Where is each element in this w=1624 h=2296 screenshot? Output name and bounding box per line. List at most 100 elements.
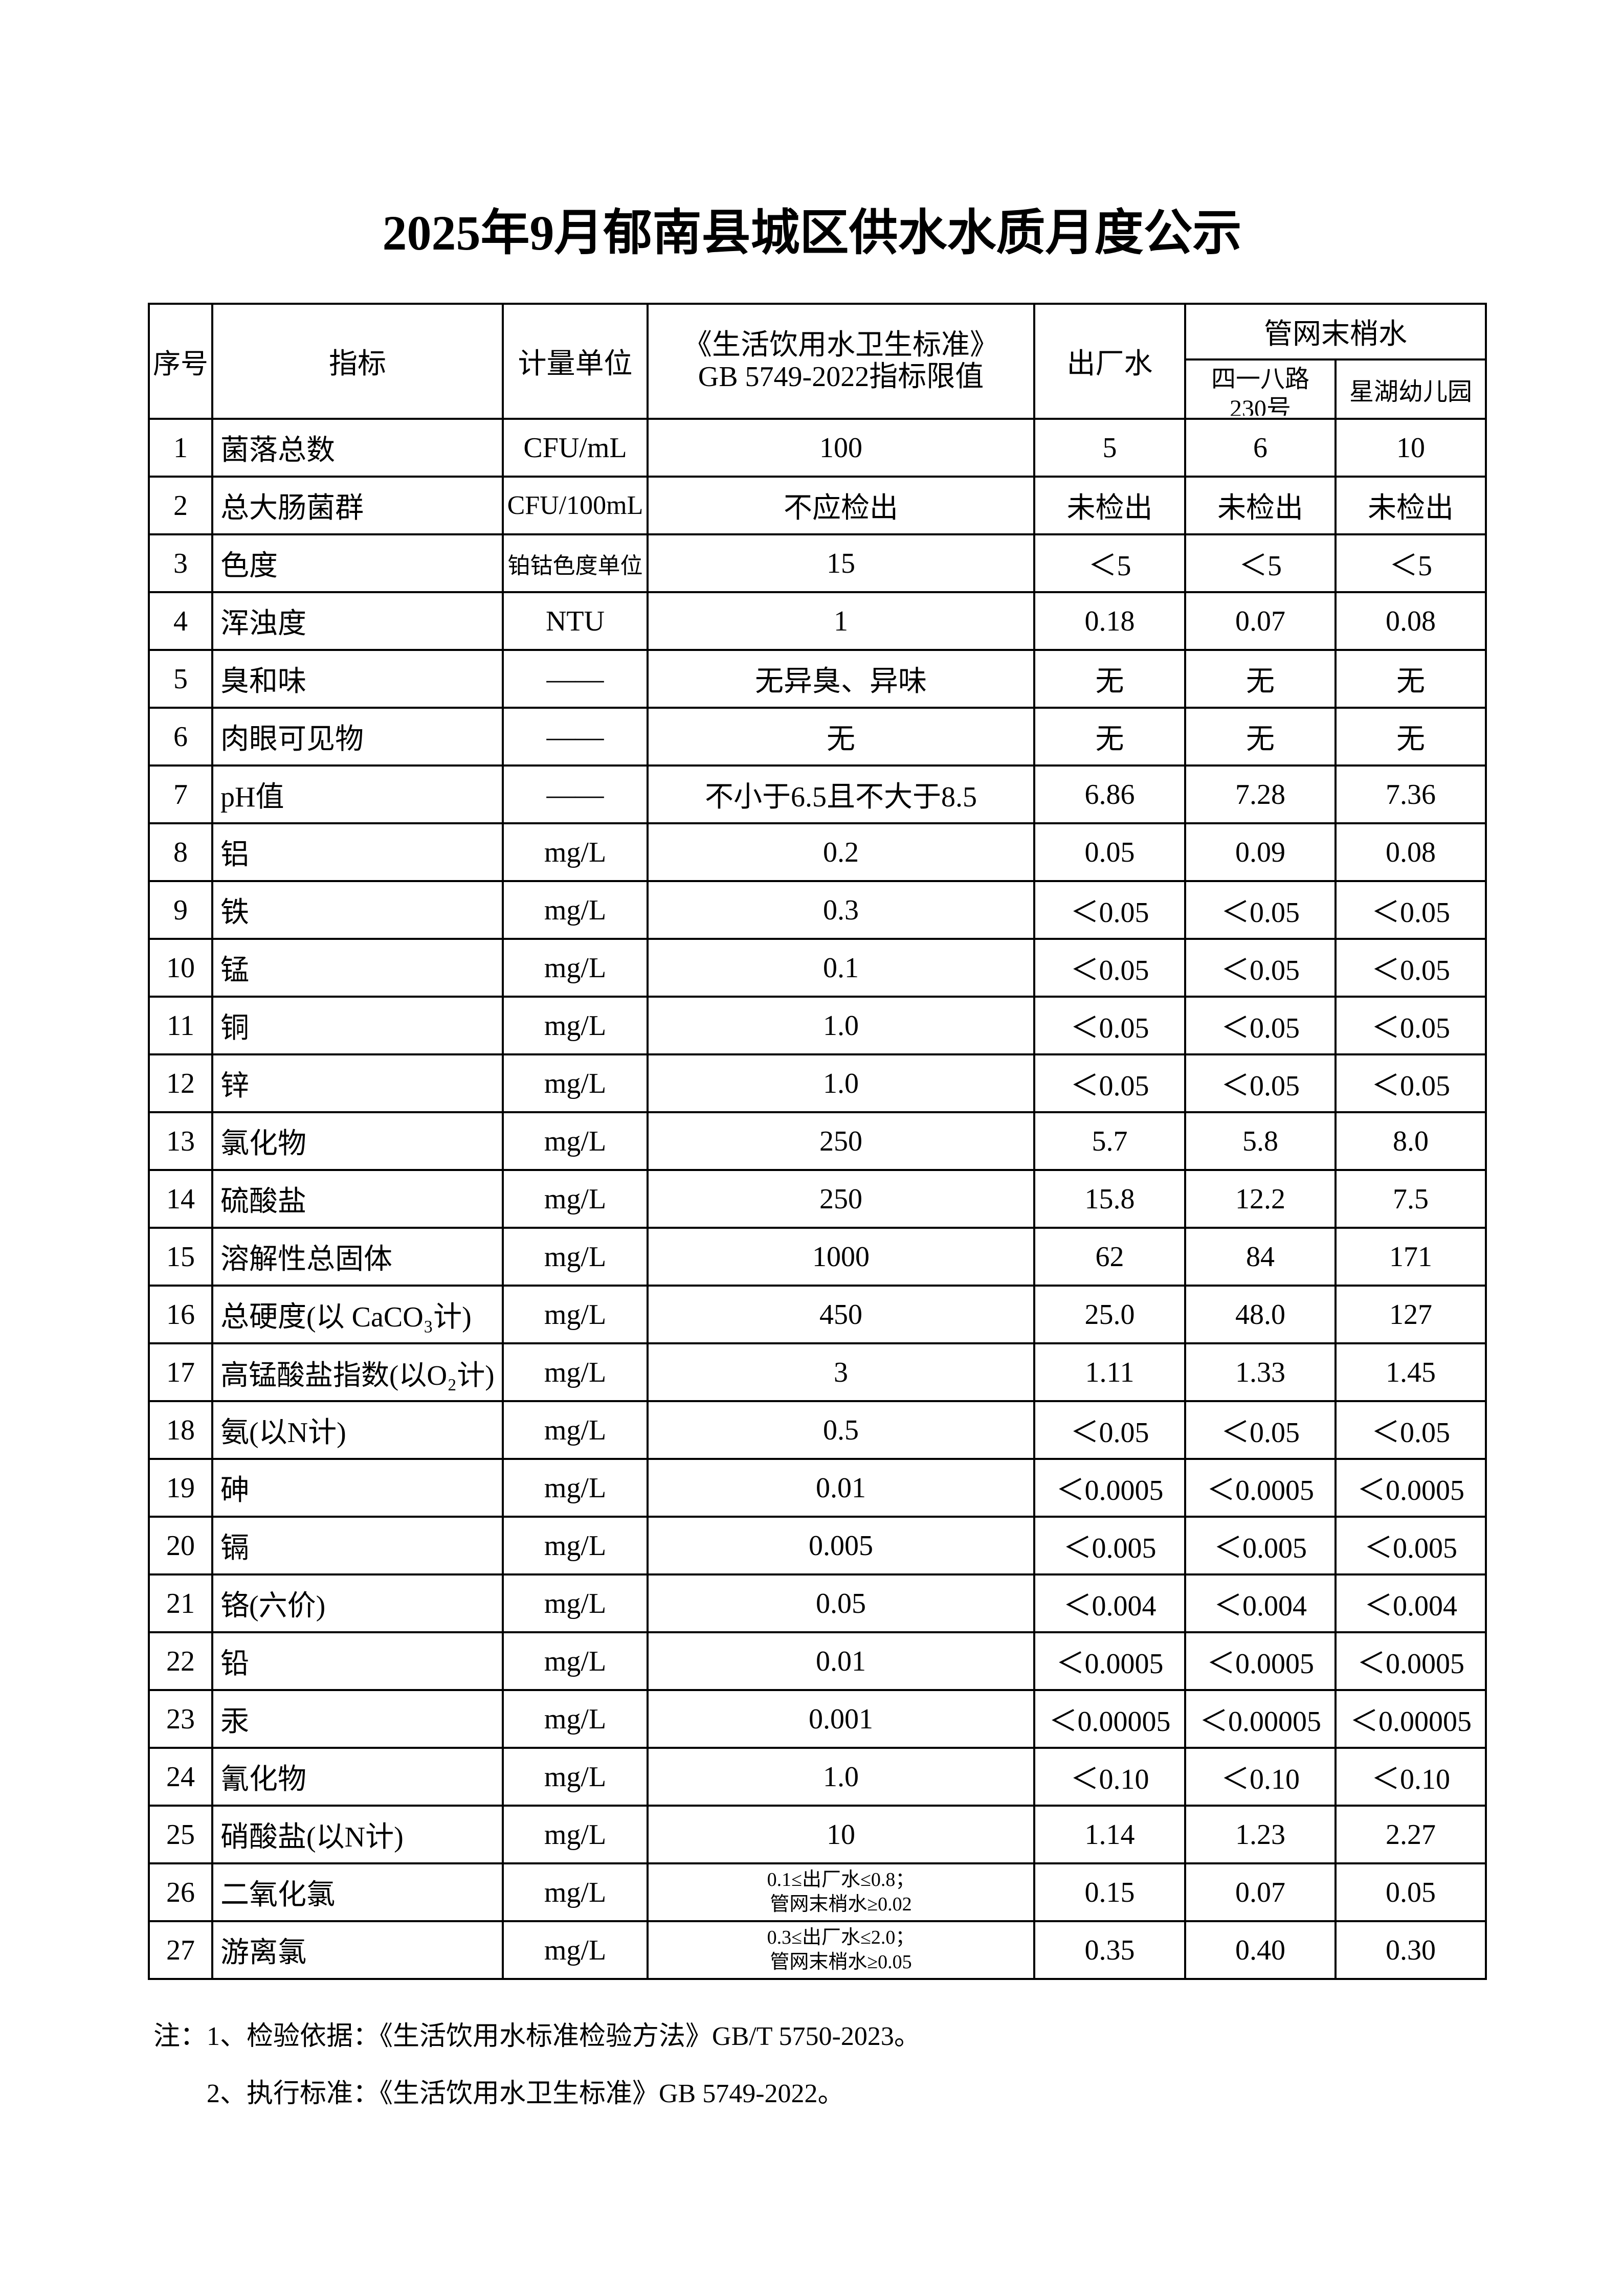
data-cell: 1 bbox=[647, 591, 1035, 651]
data-cell: 5 bbox=[1033, 418, 1186, 478]
data-cell: ＜5 bbox=[1334, 533, 1487, 593]
data-cell: 22 bbox=[148, 1631, 213, 1691]
data-cell: mg/L bbox=[502, 1920, 649, 1980]
data-cell: 未检出 bbox=[1184, 476, 1337, 535]
header-cell: 管网末梢水 bbox=[1184, 303, 1487, 361]
row-number: 4 bbox=[173, 605, 188, 637]
data-cell: 锌 bbox=[211, 1053, 504, 1113]
cell-text: 无异臭、异味 bbox=[755, 666, 927, 697]
data-cell: 171 bbox=[1334, 1227, 1487, 1287]
row-number: 7 bbox=[173, 778, 188, 811]
cell-text: 不小于6.5且不大于8.5 bbox=[705, 781, 977, 813]
row-number: 12 bbox=[166, 1067, 195, 1099]
cell-text: 171 bbox=[1389, 1241, 1432, 1273]
data-cell: ＜0.05 bbox=[1033, 938, 1186, 998]
data-row: 8 铝 mg/L 0.2 0.05 0.09 0.08 bbox=[148, 822, 1487, 882]
data-cell: 无 bbox=[647, 707, 1035, 767]
data-cell: 无 bbox=[1334, 649, 1487, 709]
header-cell: 序号 bbox=[148, 303, 213, 420]
data-cell: 6.86 bbox=[1033, 764, 1186, 824]
data-row: 15 溶解性总固体 mg/L 1000 62 84 171 bbox=[148, 1227, 1487, 1287]
data-cell: 15 bbox=[148, 1227, 213, 1287]
header-cell: 指标 bbox=[211, 303, 504, 420]
data-cell: 1000 bbox=[647, 1227, 1035, 1287]
indicator: 溶解性总固体 bbox=[220, 1244, 392, 1275]
data-cell: ＜0.00005 bbox=[1334, 1689, 1487, 1749]
indicator: 铬(六价) bbox=[220, 1590, 326, 1622]
data-cell: 0.1 bbox=[647, 938, 1035, 998]
data-cell: 游离氯 bbox=[211, 1920, 504, 1980]
cell-text: 1000 bbox=[812, 1241, 870, 1273]
cell-text: ＜0.05 bbox=[1070, 1070, 1149, 1102]
cell-text: ＜0.05 bbox=[1070, 955, 1149, 986]
cell-text: 0.01 bbox=[816, 1472, 866, 1504]
cell-text: 1 bbox=[834, 605, 848, 637]
cell-text: CFU/mL bbox=[523, 432, 627, 464]
data-cell: 未检出 bbox=[1033, 476, 1186, 535]
indicator: 高锰酸盐指数(以O₂计) bbox=[220, 1359, 495, 1391]
row-number: 11 bbox=[167, 1009, 194, 1042]
indicator: 铁 bbox=[220, 897, 249, 929]
data-row: 6 肉眼可见物 —— 无 无 无 无 bbox=[148, 707, 1487, 767]
data-cell: 12.2 bbox=[1184, 1169, 1337, 1229]
data-cell: 肉眼可见物 bbox=[211, 707, 504, 767]
data-cell: 无 bbox=[1033, 707, 1186, 767]
header-text: 计量单位 bbox=[518, 348, 633, 380]
data-cell: CFU/mL bbox=[502, 418, 649, 478]
data-cell: 浑浊度 bbox=[211, 591, 504, 651]
cell-text: ＜0.0005 bbox=[1056, 1475, 1164, 1506]
data-cell: 0.005 bbox=[647, 1516, 1035, 1575]
data-cell: 铅 bbox=[211, 1631, 504, 1691]
data-cell: mg/L bbox=[502, 1516, 649, 1575]
data-cell: ＜0.0005 bbox=[1184, 1458, 1337, 1518]
indicator: 色度 bbox=[220, 550, 278, 582]
cell-text: 无 bbox=[1095, 666, 1124, 697]
data-cell: ＜0.0005 bbox=[1033, 1458, 1186, 1518]
cell-text: ＜0.05 bbox=[1371, 1070, 1450, 1102]
cell-text: mg/L bbox=[544, 1298, 607, 1331]
data-cell: 0.07 bbox=[1184, 591, 1337, 651]
cell-text: ＜0.05 bbox=[1221, 1012, 1300, 1044]
data-cell: ＜0.10 bbox=[1334, 1747, 1487, 1807]
cell-line: 管网末梢水≥0.05 bbox=[770, 1951, 912, 1973]
data-cell: 1 bbox=[148, 418, 213, 478]
data-cell: 总大肠菌群 bbox=[211, 476, 504, 535]
data-cell: NTU bbox=[502, 591, 649, 651]
cell-text: ＜0.005 bbox=[1063, 1533, 1156, 1564]
cell-text: 无 bbox=[1246, 724, 1275, 755]
data-cell: 菌落总数 bbox=[211, 418, 504, 478]
cell-text: ＜0.05 bbox=[1070, 897, 1149, 929]
row-number: 9 bbox=[173, 894, 188, 926]
data-row: 18 氨(以N计) mg/L 0.5 ＜0.05 ＜0.05 ＜0.05 bbox=[148, 1400, 1487, 1460]
data-cell: ＜0.05 bbox=[1334, 938, 1487, 998]
data-cell: 锰 bbox=[211, 938, 504, 998]
cell-text: —— bbox=[546, 778, 604, 811]
data-cell: 0.01 bbox=[647, 1458, 1035, 1518]
data-cell: 2 bbox=[148, 476, 213, 535]
indicator: 氯化物 bbox=[220, 1128, 306, 1160]
data-cell: ＜0.05 bbox=[1184, 880, 1337, 940]
data-cell: 250 bbox=[647, 1111, 1035, 1171]
row-number: 5 bbox=[173, 663, 188, 695]
data-cell: mg/L bbox=[502, 1573, 649, 1633]
data-cell: 氯化物 bbox=[211, 1111, 504, 1171]
cell-text: mg/L bbox=[544, 1761, 607, 1793]
cell-text: 0.005 bbox=[809, 1529, 873, 1562]
data-cell: 铁 bbox=[211, 880, 504, 940]
cell-text: 8.0 bbox=[1393, 1125, 1429, 1157]
data-cell: 48.0 bbox=[1184, 1285, 1337, 1344]
cell-text: 铂钴色度单位 bbox=[507, 553, 643, 578]
data-cell: 15.8 bbox=[1033, 1169, 1186, 1229]
data-cell: ＜0.05 bbox=[1033, 1053, 1186, 1113]
data-cell: 8.0 bbox=[1334, 1111, 1487, 1171]
indicator: pH值 bbox=[220, 781, 284, 813]
data-cell: 0.05 bbox=[1033, 822, 1186, 882]
cell-text: mg/L bbox=[544, 1067, 607, 1099]
cell-line: 0.1≤出厂水≤0.8； bbox=[767, 1869, 915, 1890]
data-cell: 1.14 bbox=[1033, 1805, 1186, 1864]
indicator: 锰 bbox=[220, 955, 249, 986]
cell-text: ＜0.05 bbox=[1371, 897, 1450, 929]
data-row: 3 色度 铂钴色度单位 15 ＜5 ＜5 ＜5 bbox=[148, 533, 1487, 593]
data-cell: 高锰酸盐指数(以O₂计) bbox=[211, 1342, 504, 1402]
cell-text: ＜0.004 bbox=[1214, 1590, 1307, 1622]
